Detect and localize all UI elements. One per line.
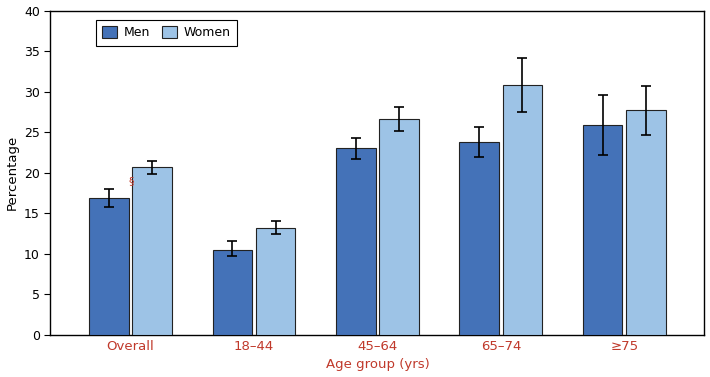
Bar [336,149,376,335]
Bar [626,110,665,335]
Y-axis label: Percentage: Percentage [6,135,18,210]
Bar [213,250,252,335]
Bar [503,85,542,335]
Bar [133,167,172,335]
Bar [89,198,129,335]
X-axis label: Age group (yrs): Age group (yrs) [326,359,430,371]
Bar [379,119,419,335]
Text: §: § [128,176,133,187]
Bar [256,228,295,335]
Legend: Men, Women: Men, Women [96,20,236,46]
Bar [459,142,499,335]
Bar [583,125,623,335]
